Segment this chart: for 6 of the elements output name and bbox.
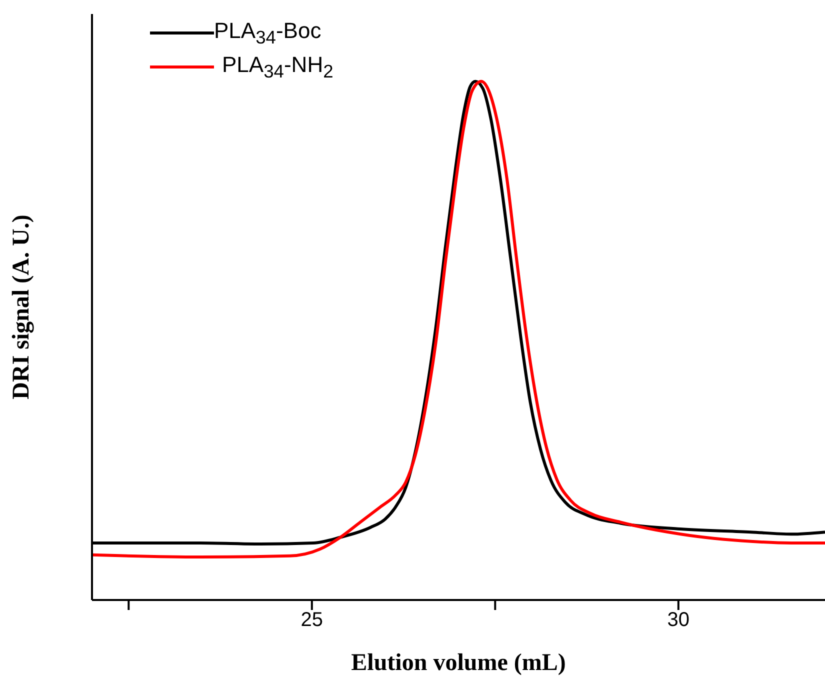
x-axis-title: Elution volume (mL) bbox=[351, 650, 566, 676]
x-tick-label: 30 bbox=[667, 609, 690, 632]
legend-label: PLA$_{34}$-Boc bbox=[214, 18, 322, 48]
legend-label: PLA$_{34}$-NH$_{2}$ bbox=[222, 52, 334, 82]
y-axis-title: DRI signal (A. U.) bbox=[8, 214, 35, 400]
x-tick-label: 25 bbox=[300, 609, 324, 632]
